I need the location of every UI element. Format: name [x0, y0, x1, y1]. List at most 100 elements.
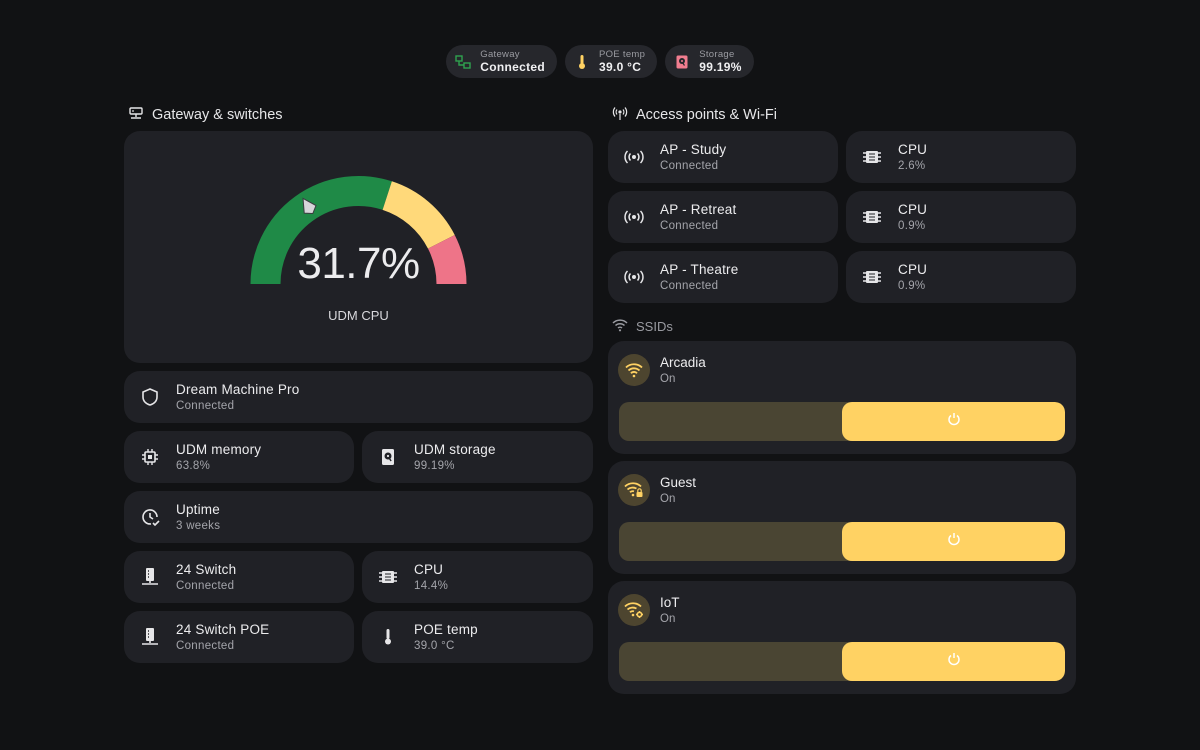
- access-point-icon: [608, 251, 660, 303]
- badge-label: Storage: [699, 49, 735, 61]
- toggle-on-fill: [842, 642, 1065, 681]
- switch-24-tile[interactable]: 24 Switch Connected: [124, 551, 354, 603]
- tile-state: 3 weeks: [176, 520, 221, 532]
- tile-state: 14.4%: [414, 580, 449, 592]
- tile-state: Connected: [660, 280, 719, 292]
- tile-name: 24 Switch POE: [176, 622, 270, 637]
- tile-state: 39.0 °C: [414, 640, 455, 652]
- memory-icon: [846, 131, 898, 183]
- ssids-section-title: SSIDs: [612, 318, 673, 335]
- ssid-toggle-guest[interactable]: [619, 522, 1065, 561]
- wifi-cog-icon: [618, 594, 650, 626]
- gateway-badge[interactable]: Gateway Connected: [446, 45, 557, 78]
- ssid-state: On: [660, 613, 676, 625]
- toggle-on-fill: [842, 402, 1065, 441]
- tile-state: Connected: [176, 640, 235, 652]
- storage-badge[interactable]: Storage 99.19%: [665, 45, 754, 78]
- tile-state: 99.19%: [414, 460, 455, 472]
- udm-storage-tile[interactable]: UDM storage 99.19%: [362, 431, 593, 483]
- ssid-card-guest[interactable]: Guest On: [608, 461, 1076, 574]
- badge-value: Connected: [480, 59, 545, 74]
- gauge-value: 31.7%: [297, 239, 420, 288]
- toggle-on-fill: [842, 522, 1065, 561]
- access-points-section-title: Access points & Wi-Fi: [612, 105, 777, 125]
- status-badges: Gateway Connected POE temp 39.0 °C Storage…: [0, 45, 1200, 78]
- udm-cpu-gauge-card[interactable]: 31.7% UDM CPU: [124, 131, 593, 363]
- ssid-name: Guest: [660, 475, 697, 490]
- gateway-icon: [454, 53, 472, 71]
- badge-label: Gateway: [480, 49, 520, 61]
- switch-24-poe-tile[interactable]: 24 Switch POE Connected: [124, 611, 354, 663]
- tile-name: Uptime: [176, 502, 220, 517]
- memory-icon: [362, 551, 414, 603]
- cpu-gauge: [250, 176, 467, 285]
- tile-name: UDM storage: [414, 442, 496, 457]
- poe-temp-badge[interactable]: POE temp 39.0 °C: [564, 45, 658, 78]
- ssid-state: On: [660, 493, 676, 505]
- tile-state: Connected: [660, 220, 719, 232]
- access-point-icon: [612, 105, 628, 125]
- harddisk-icon: [673, 53, 691, 71]
- server-network-icon: [128, 105, 144, 125]
- gateway-section-title: Gateway & switches: [128, 105, 283, 125]
- tile-name: Dream Machine Pro: [176, 382, 300, 397]
- poe-temp-tile[interactable]: POE temp 39.0 °C: [362, 611, 593, 663]
- tile-name: UDM memory: [176, 442, 262, 457]
- tile-name: CPU: [414, 562, 444, 577]
- badge-value: 99.19%: [699, 59, 742, 74]
- ssid-name: IoT: [660, 595, 680, 610]
- power-icon: [947, 652, 961, 671]
- ap-retreat-cpu-tile[interactable]: CPU 0.9%: [846, 191, 1076, 243]
- tile-state: Connected: [660, 160, 719, 172]
- gauge-segment-red: [427, 234, 467, 285]
- dream-machine-tile[interactable]: Dream Machine Pro Connected: [124, 371, 593, 423]
- udm-memory-tile[interactable]: UDM memory 63.8%: [124, 431, 354, 483]
- ap-theatre-cpu-tile[interactable]: CPU 0.9%: [846, 251, 1076, 303]
- tile-state: 63.8%: [176, 460, 211, 472]
- wifi-lock-icon: [618, 474, 650, 506]
- badge-label: POE temp: [598, 49, 646, 61]
- ap-study-cpu-tile[interactable]: CPU 2.6%: [846, 131, 1076, 183]
- tile-name: POE temp: [414, 622, 478, 637]
- access-point-icon: [608, 191, 660, 243]
- shield-icon: [124, 371, 176, 423]
- ssid-toggle-arcadia[interactable]: [619, 402, 1065, 441]
- thermometer-icon: [362, 611, 414, 663]
- tile-state: Connected: [176, 400, 235, 412]
- server-icon: [124, 611, 176, 663]
- power-icon: [947, 412, 961, 431]
- tile-name: AP - Study: [660, 142, 727, 157]
- ap-theatre-tile[interactable]: AP - Theatre Connected: [608, 251, 838, 303]
- gauge-label: UDM CPU: [328, 308, 389, 323]
- tile-name: AP - Retreat: [660, 202, 737, 217]
- tile-name: CPU: [898, 142, 928, 157]
- badge-value: 39.0 °C: [598, 59, 642, 74]
- ssid-card-iot[interactable]: IoT On: [608, 581, 1076, 694]
- switch-cpu-tile[interactable]: CPU 14.4%: [362, 551, 593, 603]
- section-title-text: SSIDs: [636, 319, 673, 334]
- harddisk-icon: [362, 431, 414, 483]
- gauge-segment-yellow: [382, 181, 455, 250]
- tile-name: CPU: [898, 262, 928, 277]
- tile-state: 0.9%: [898, 220, 926, 232]
- clock-check-icon: [124, 491, 176, 543]
- wifi-icon: [618, 354, 650, 386]
- ssid-state: On: [660, 373, 676, 385]
- uptime-tile[interactable]: Uptime 3 weeks: [124, 491, 593, 543]
- tile-state: 2.6%: [898, 160, 926, 172]
- ssid-card-arcadia[interactable]: Arcadia On: [608, 341, 1076, 454]
- access-point-icon: [608, 131, 660, 183]
- thermometer-icon: [573, 53, 591, 71]
- tile-name: CPU: [898, 202, 928, 217]
- ssid-toggle-iot[interactable]: [619, 642, 1065, 681]
- memory-icon: [846, 191, 898, 243]
- memory-icon: [846, 251, 898, 303]
- ap-retreat-tile[interactable]: AP - Retreat Connected: [608, 191, 838, 243]
- tile-state: 0.9%: [898, 280, 926, 292]
- power-icon: [947, 532, 961, 551]
- tile-state: Connected: [176, 580, 235, 592]
- section-title-text: Access points & Wi-Fi: [636, 107, 777, 123]
- server-icon: [124, 551, 176, 603]
- tile-name: 24 Switch: [176, 562, 237, 577]
- ap-study-tile[interactable]: AP - Study Connected: [608, 131, 838, 183]
